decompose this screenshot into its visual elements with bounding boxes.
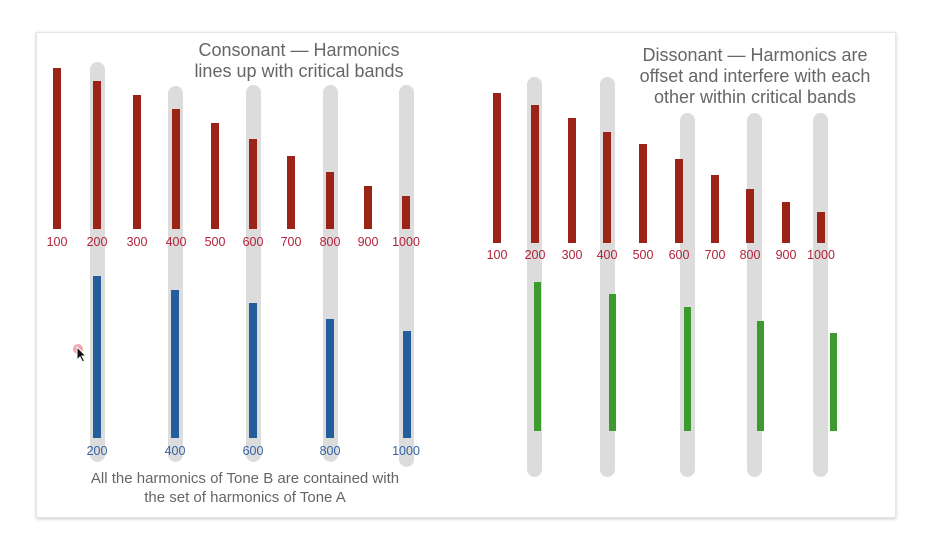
tone-b-label: 200 [86, 444, 108, 458]
tone-a-bar-200 [93, 81, 101, 229]
tone-b-bar-400 [171, 290, 179, 438]
tone-a-label: 700 [704, 248, 726, 262]
tone-b-label: 600 [242, 444, 264, 458]
tone-a-label: 300 [561, 248, 583, 262]
dissonant-title-line3: other within critical bands [653, 87, 857, 107]
mouse-cursor-icon [70, 341, 90, 365]
tone-a-bar-400 [172, 109, 180, 229]
tone-a-bar-600 [675, 159, 683, 243]
tone-b-bar-4 [757, 321, 764, 431]
tone-b-bar-200 [93, 276, 101, 438]
tone-b-bar-3 [684, 307, 691, 431]
tone-a-bar-900 [782, 202, 790, 243]
tone-a-bar-500 [639, 144, 647, 243]
tone-b-bar-800 [326, 319, 334, 438]
tone-a-label: 900 [775, 248, 797, 262]
tone-a-label: 800 [739, 248, 761, 262]
tone-a-label: 900 [357, 235, 379, 249]
tone-b-label: 800 [319, 444, 341, 458]
tone-a-bar-600 [249, 139, 257, 229]
tone-a-bar-1000 [817, 212, 825, 243]
tone-b-bar-5 [830, 333, 837, 431]
consonant-title-line1: Consonant — Harmonics [198, 40, 400, 60]
tone-a-label: 500 [204, 235, 226, 249]
tone-b-bar-600 [249, 303, 257, 438]
tone-a-label: 400 [596, 248, 618, 262]
tone-a-label: 1000 [807, 248, 835, 262]
consonant-caption: All the harmonics of Tone B are containe… [50, 469, 440, 507]
tone-a-bar-700 [287, 156, 295, 229]
tone-a-label: 400 [165, 235, 187, 249]
tone-a-bar-300 [133, 95, 141, 229]
consonant-caption-line2: the set of harmonics of Tone A [144, 489, 346, 506]
tone-a-label: 800 [319, 235, 341, 249]
tone-a-bar-800 [746, 189, 754, 243]
tone-a-label: 100 [46, 235, 68, 249]
dissonant-title-line1: Dissonant — Harmonics are [642, 45, 868, 65]
consonant-caption-line1: All the harmonics of Tone B are containe… [90, 470, 400, 487]
tone-a-bar-500 [211, 123, 219, 229]
tone-b-bar-2 [609, 294, 616, 431]
tone-a-bar-700 [711, 175, 719, 243]
tone-a-label: 1000 [392, 235, 420, 249]
dissonant-title-line2: offset and interfere with each [639, 66, 871, 86]
tone-a-bar-100 [493, 93, 501, 243]
tone-a-bar-1000 [402, 196, 410, 229]
tone-a-label: 600 [242, 235, 264, 249]
tone-a-label: 600 [668, 248, 690, 262]
dissonant-title: Dissonant — Harmonics are offset and int… [620, 45, 890, 108]
tone-a-bar-900 [364, 186, 372, 229]
tone-a-label: 200 [524, 248, 546, 262]
tone-b-bar-1 [534, 282, 541, 431]
tone-a-label: 200 [86, 235, 108, 249]
tone-a-label: 100 [486, 248, 508, 262]
tone-b-label: 1000 [392, 444, 420, 458]
tone-a-label: 500 [632, 248, 654, 262]
tone-a-label: 700 [280, 235, 302, 249]
tone-a-bar-400 [603, 132, 611, 243]
tone-a-bar-100 [53, 68, 61, 229]
tone-a-label: 300 [126, 235, 148, 249]
consonant-title-line2: lines up with critical bands [194, 61, 404, 81]
consonant-title: Consonant — Harmonics lines up with crit… [168, 40, 430, 82]
tone-b-label: 400 [164, 444, 186, 458]
critical-band-3 [680, 113, 695, 477]
tone-b-bar-1000 [403, 331, 411, 438]
tone-a-bar-300 [568, 118, 576, 243]
critical-band-5 [813, 113, 828, 477]
tone-a-bar-200 [531, 105, 539, 243]
tone-a-bar-800 [326, 172, 334, 229]
